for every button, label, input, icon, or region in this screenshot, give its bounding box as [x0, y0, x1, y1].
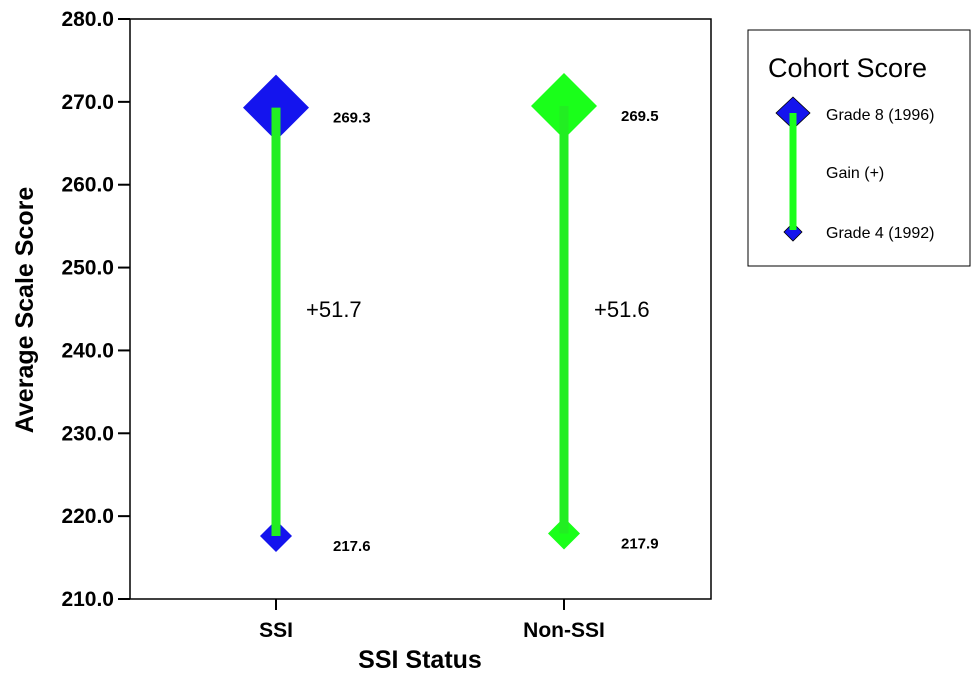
- y-tick-label: 280.0: [61, 8, 114, 31]
- plot-area: [129, 18, 712, 600]
- x-axis: SSI Non-SSI: [259, 599, 605, 642]
- legend-label-gain: Gain (+): [826, 165, 884, 182]
- legend-title: Cohort Score: [768, 53, 927, 83]
- gain-value-label: +51.6: [594, 297, 650, 322]
- chart-marks: 269.3 217.6 +51.7 269.5 217.9 +51.6: [243, 73, 659, 555]
- legend-grade4-marker: [783, 222, 803, 242]
- y-axis: 210.0 220.0 230.0 240.0 250.0 260.0 270.0 280.0: [61, 8, 130, 611]
- x-tick-label: SSI: [259, 619, 293, 642]
- legend: Cohort Score Grade 8 (1996) Gain (+) Gra…: [747, 29, 971, 267]
- y-tick-label: 270.0: [61, 91, 114, 114]
- y-tick-label: 230.0: [61, 422, 114, 445]
- legend-label-grade8: Grade 8 (1996): [826, 107, 935, 124]
- grade4-value-label: 217.6: [333, 538, 371, 555]
- y-tick-label: 240.0: [61, 339, 114, 362]
- x-axis-title: SSI Status: [358, 646, 482, 674]
- y-tick-label: 250.0: [61, 257, 114, 280]
- legend-box: [747, 29, 971, 267]
- y-tick-label: 260.0: [61, 174, 114, 197]
- legend-label-grade4: Grade 4 (1992): [826, 225, 935, 242]
- grade4-value-label: 217.9: [621, 536, 659, 553]
- y-tick-label: 210.0: [61, 588, 114, 611]
- gain-value-label: +51.7: [306, 297, 362, 322]
- grade8-value-label: 269.5: [621, 108, 659, 125]
- y-axis-title: Average Scale Score: [11, 187, 39, 434]
- grade8-value-label: 269.3: [333, 110, 371, 127]
- y-tick-label: 220.0: [61, 505, 114, 528]
- x-tick-label: Non-SSI: [523, 619, 605, 642]
